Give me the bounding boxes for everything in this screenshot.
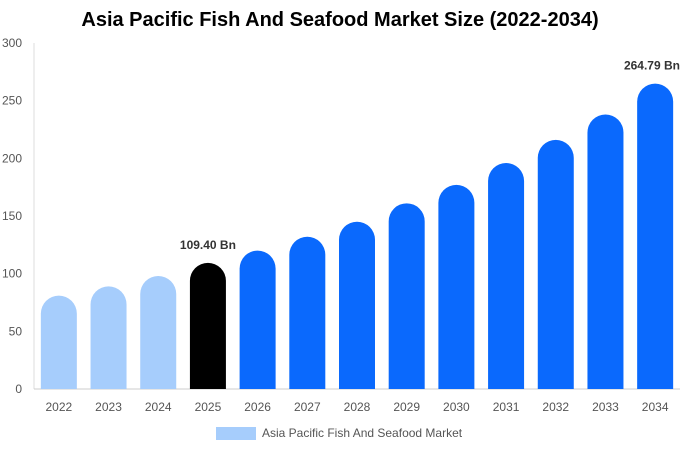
y-tick-label: 200 (2, 151, 22, 165)
y-tick-label: 250 (2, 94, 22, 108)
chart-title: Asia Pacific Fish And Seafood Market Siz… (81, 9, 599, 31)
y-axis: 0 50 100 150 200 250 300 (2, 36, 35, 396)
bars (40, 83, 674, 390)
data-label-2034: 264.79 Bn (624, 59, 680, 73)
x-tick-label: 2028 (344, 400, 371, 414)
x-tick-label: 2034 (642, 400, 669, 414)
bar-2024 (140, 275, 177, 389)
bar-2026 (239, 250, 276, 389)
x-tick-label: 2031 (493, 400, 520, 414)
y-tick-label: 100 (2, 267, 22, 281)
bar-2022 (40, 295, 77, 389)
y-tick-label: 50 (9, 324, 23, 338)
x-tick-label: 2027 (294, 400, 321, 414)
x-tick-label: 2023 (95, 400, 122, 414)
x-tick-label: 2025 (195, 400, 222, 414)
bar-2032 (537, 139, 574, 389)
legend: Asia Pacific Fish And Seafood Market (216, 426, 462, 440)
bar-2028 (339, 221, 375, 389)
bar-2030 (438, 184, 475, 389)
bar-2029 (388, 203, 425, 389)
legend-label: Asia Pacific Fish And Seafood Market (262, 426, 463, 440)
bar-2023 (90, 286, 127, 389)
legend-swatch (216, 426, 256, 440)
x-tick-label: 2026 (244, 400, 271, 414)
x-tick-label: 2022 (45, 400, 72, 414)
y-tick-label: 150 (2, 209, 22, 223)
x-tick-label: 2032 (542, 400, 569, 414)
x-axis: 2022 2023 2024 2025 2026 2027 2028 2029 2030 2031… (34, 388, 680, 414)
x-tick-label: 2030 (443, 400, 470, 414)
bar-2034 (637, 83, 674, 390)
data-label-2025: 109.40 Bn (180, 238, 236, 252)
bar-2025 (189, 262, 226, 389)
bar-2033 (587, 114, 624, 390)
x-tick-label: 2033 (592, 400, 619, 414)
y-tick-label: 300 (2, 36, 22, 50)
bar-2031 (488, 162, 525, 389)
y-tick-label: 0 (15, 382, 22, 396)
x-tick-label: 2029 (393, 400, 420, 414)
data-labels: 109.40 Bn 264.79 Bn (180, 59, 680, 252)
x-tick-label: 2024 (145, 400, 172, 414)
bar-2027 (289, 236, 326, 389)
